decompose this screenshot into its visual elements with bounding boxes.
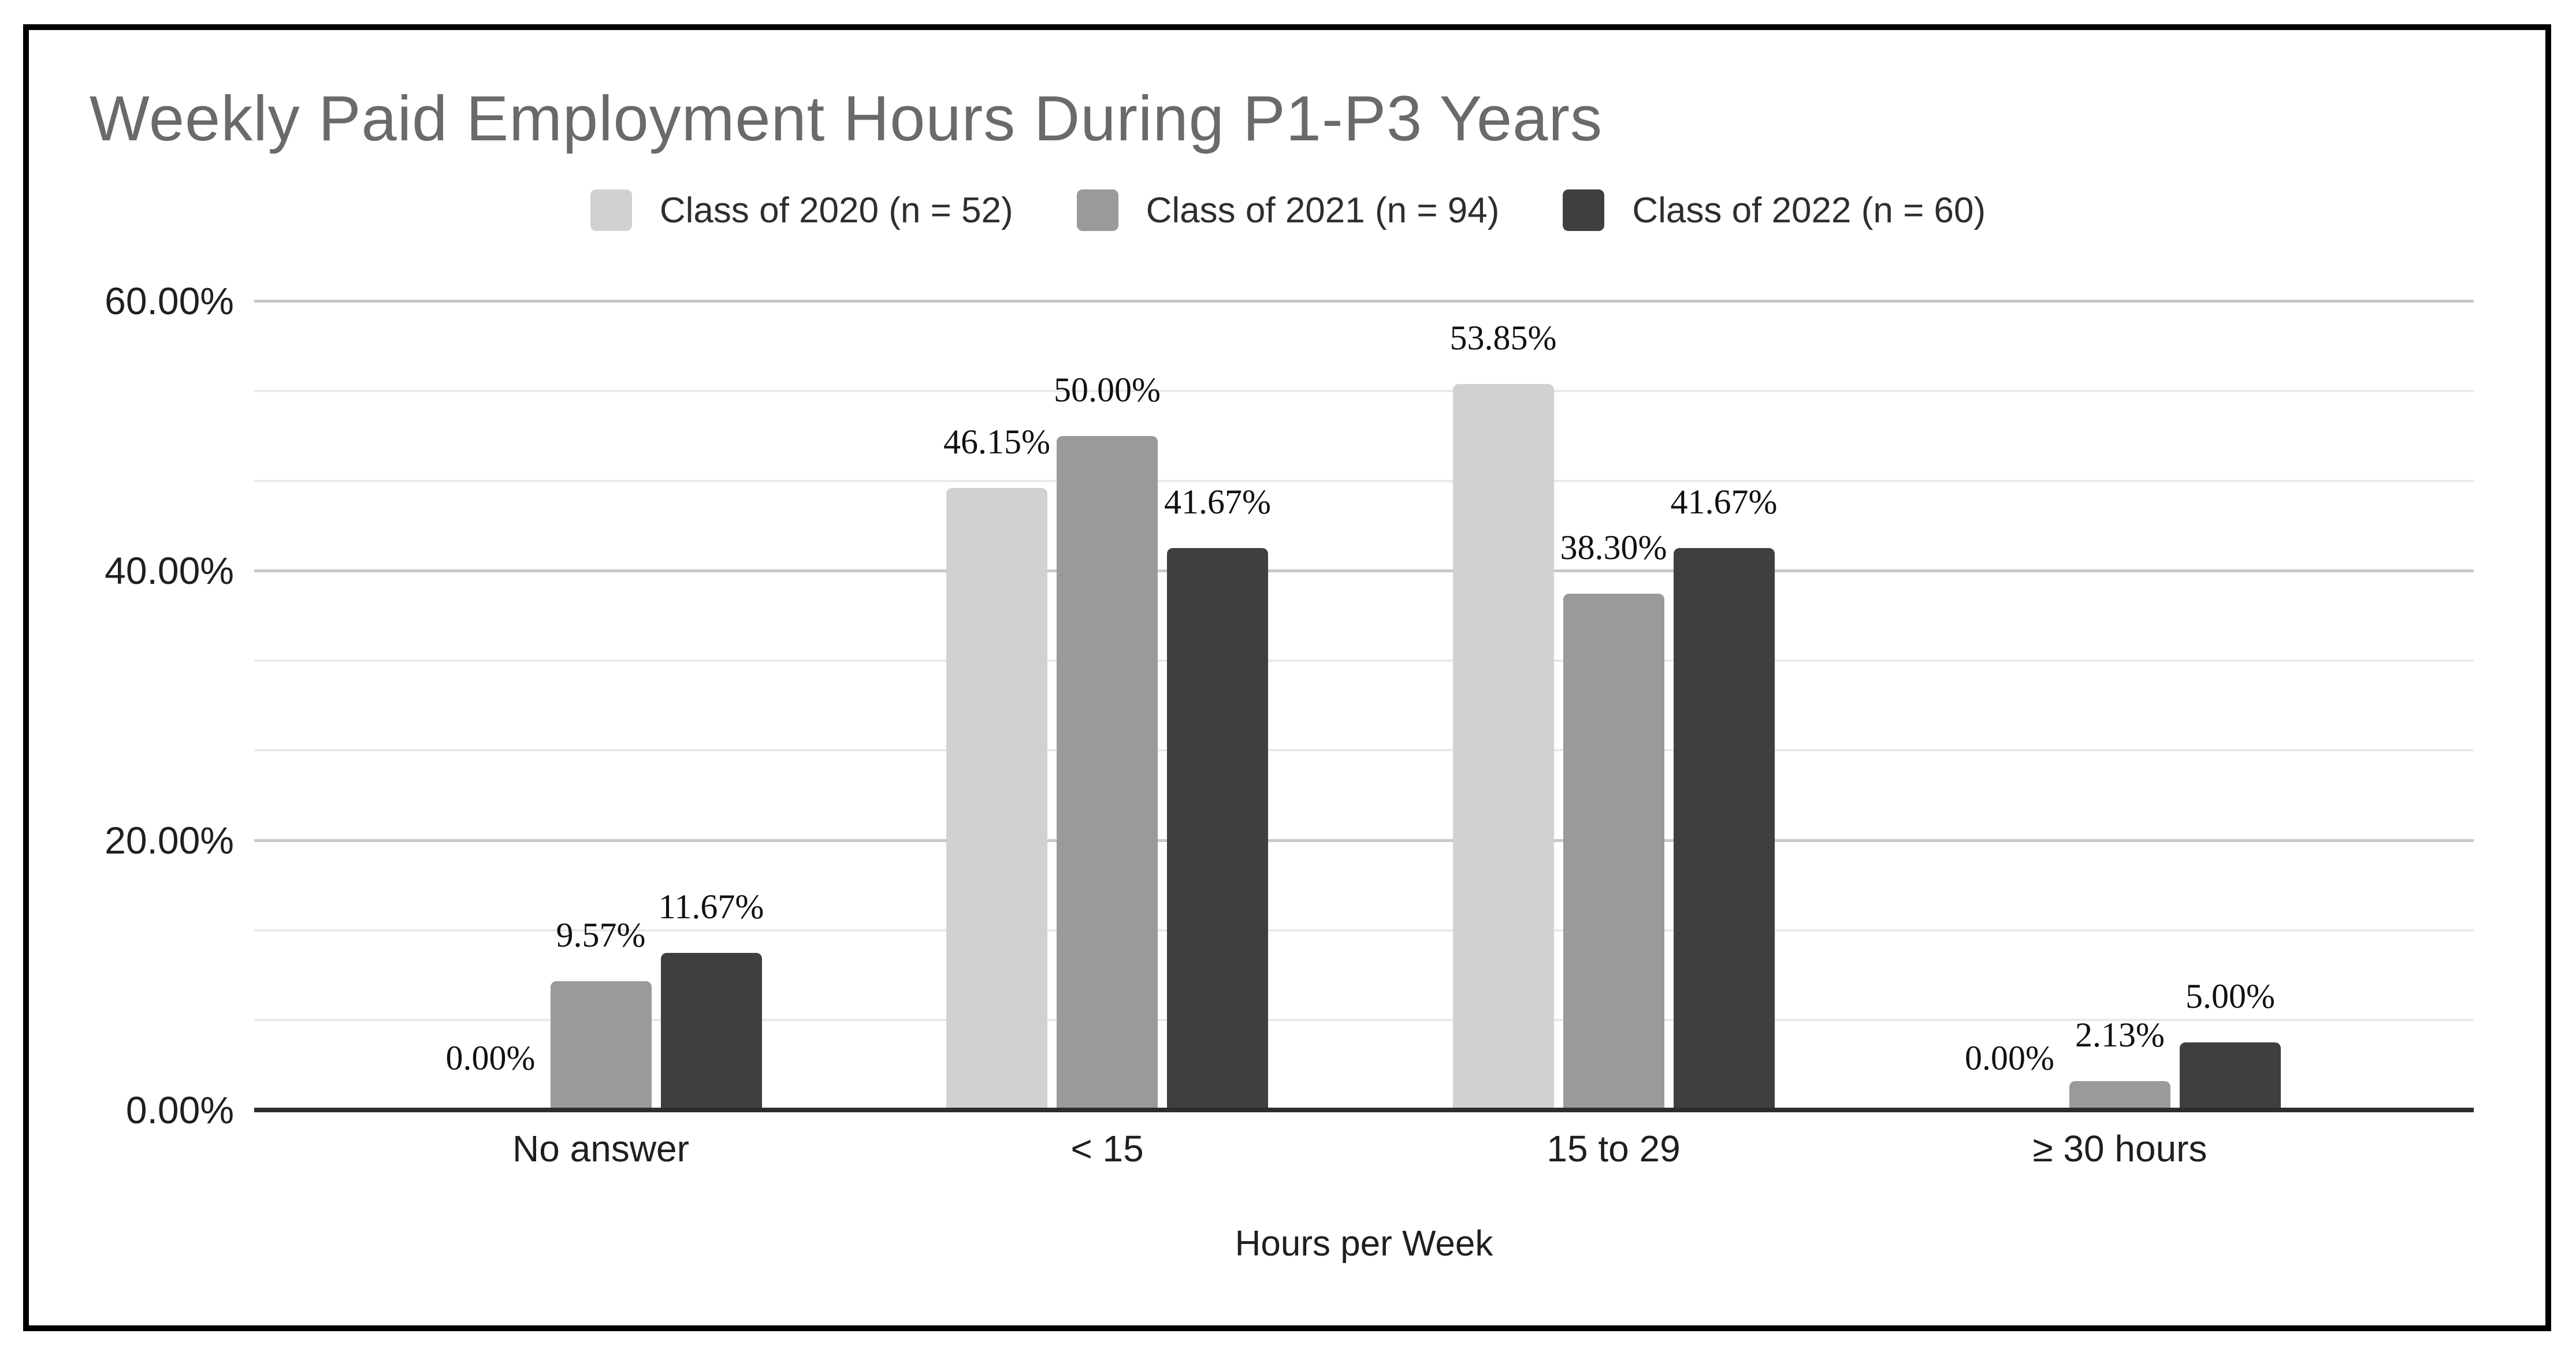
bar-Class-series2-cat1 <box>1167 548 1268 1110</box>
data-label-series2-cat1: 41.67% <box>1164 483 1271 521</box>
minor-gridline <box>254 929 2474 932</box>
data-label-series2-cat2: 41.67% <box>1670 483 1778 521</box>
legend-item-2022: Class of 2022 (n = 60) <box>1563 189 1986 231</box>
legend: Class of 2020 (n = 52) Class of 2021 (n … <box>0 189 2576 231</box>
x-axis-category-label-0: No answer <box>512 1128 689 1169</box>
bar-Class-series1-cat0 <box>550 981 652 1110</box>
major-gridline <box>254 299 2474 303</box>
legend-label-2020: Class of 2020 (n = 52) <box>659 190 1013 230</box>
legend-label-2021: Class of 2021 (n = 94) <box>1146 190 1500 230</box>
minor-gridline <box>254 389 2474 392</box>
bar-Class-series0-cat2 <box>1452 383 1554 1110</box>
y-axis-tick-label-0: 0.00% <box>125 1089 234 1131</box>
legend-item-2020: Class of 2020 (n = 52) <box>590 189 1013 231</box>
x-axis-category-label-2: 15 to 29 <box>1547 1128 1681 1169</box>
x-axis-category-label-3: ≥ 30 hours <box>2032 1128 2207 1169</box>
bar-Class-series0-cat1 <box>946 487 1047 1110</box>
data-label-series1-cat1: 50.00% <box>1054 370 1161 409</box>
minor-gridline <box>254 749 2474 752</box>
y-axis-tick-label-60: 60.00% <box>105 280 234 323</box>
bar-Class-series1-cat3 <box>2069 1081 2170 1110</box>
legend-item-2021: Class of 2021 (n = 94) <box>1076 189 1500 231</box>
minor-gridline <box>254 1019 2474 1022</box>
data-label-series1-cat3: 2.13% <box>2075 1016 2165 1055</box>
data-label-series0-cat0: 0.00% <box>445 1039 536 1077</box>
legend-swatch-2022 <box>1563 189 1605 231</box>
x-axis-line <box>254 1108 2474 1112</box>
data-label-series0-cat1: 46.15% <box>943 422 1050 461</box>
data-label-series1-cat0: 9.57% <box>556 915 646 954</box>
legend-swatch-2021 <box>1076 189 1118 231</box>
bar-Class-series1-cat1 <box>1057 435 1158 1110</box>
major-gridline <box>254 839 2474 842</box>
data-label-series1-cat2: 38.30% <box>1560 528 1667 567</box>
bar-Class-series2-cat3 <box>2180 1042 2281 1110</box>
data-label-series0-cat3: 0.00% <box>1965 1039 2054 1077</box>
data-label-series0-cat2: 53.85% <box>1449 318 1557 357</box>
legend-swatch-2020 <box>590 189 632 231</box>
y-axis-tick-label-20: 20.00% <box>105 819 234 862</box>
bar-Class-series1-cat2 <box>1563 593 1664 1110</box>
data-label-series2-cat3: 5.00% <box>2185 977 2275 1016</box>
major-gridline <box>254 569 2474 572</box>
minor-gridline <box>254 479 2474 482</box>
bar-Class-series2-cat0 <box>660 952 762 1110</box>
legend-label-2022: Class of 2022 (n = 60) <box>1632 190 1986 230</box>
y-axis-tick-label-40: 40.00% <box>105 549 234 593</box>
chart-outer-frame <box>23 24 2551 1331</box>
minor-gridline <box>254 659 2474 662</box>
bar-Class-series2-cat2 <box>1673 548 1775 1110</box>
x-axis-title: Hours per Week <box>1235 1224 1493 1264</box>
chart-title: Weekly Paid Employment Hours During P1-P… <box>90 83 1603 154</box>
data-label-series2-cat0: 11.67% <box>658 887 764 926</box>
x-axis-category-label-1: < 15 <box>1070 1128 1144 1169</box>
